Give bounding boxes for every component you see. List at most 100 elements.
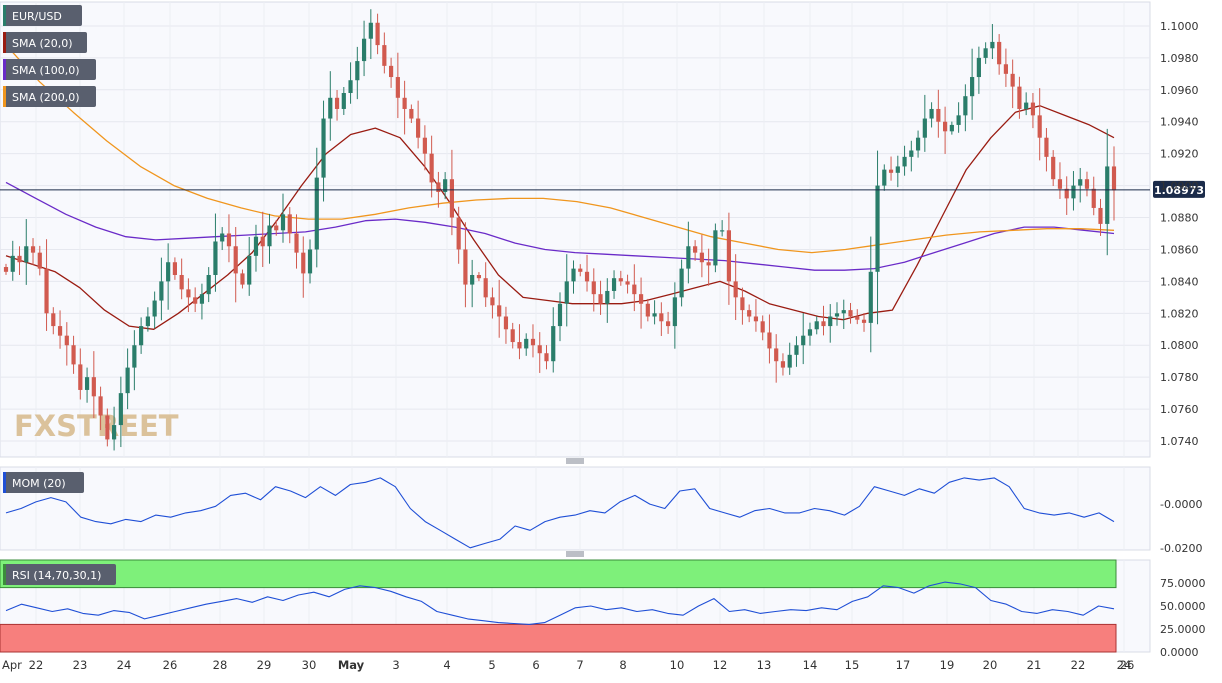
candle-body [1084, 179, 1090, 189]
candle-body [159, 281, 164, 301]
rsi-tick-label: 0.0000 [1160, 646, 1199, 659]
x-tick-label: 28 [213, 658, 228, 672]
x-tick-label: 10 [670, 658, 685, 672]
candle-body [341, 93, 346, 109]
candle-body [125, 367, 130, 394]
x-tick-label: 3 [392, 658, 399, 672]
candle-body [193, 297, 198, 304]
candle-body [821, 321, 826, 327]
candle-body [713, 230, 718, 266]
candle-body [409, 108, 414, 119]
x-tick-label: 24 [117, 658, 132, 672]
candle-body [922, 118, 927, 138]
x-tick-label: 17 [896, 658, 911, 672]
candle-body [963, 96, 968, 116]
rsi-tick-label: 75.0000 [1160, 577, 1206, 590]
candle-body [166, 262, 171, 282]
legend-label: SMA (20,0) [12, 37, 73, 50]
candle-body [625, 281, 630, 285]
candle-body [186, 289, 191, 298]
legend-color-swatch [3, 5, 6, 26]
candle-body [598, 294, 603, 304]
gridlines [0, 2, 1150, 652]
candle-body [1098, 207, 1103, 224]
candle-body [909, 150, 914, 157]
candle-body [1017, 86, 1022, 109]
panel-resize-handle[interactable] [566, 458, 584, 464]
candle-body [172, 262, 177, 275]
candle-body [240, 273, 245, 285]
legend-label: SMA (200,0) [12, 91, 80, 104]
candle-body [280, 214, 286, 231]
candle-body [780, 361, 786, 368]
candle-body [895, 166, 900, 173]
candle-body [915, 137, 921, 151]
candle-body [307, 249, 313, 274]
mom-legend-label: MOM (20) [12, 477, 66, 490]
candle-body [787, 354, 792, 368]
candle-body [402, 97, 407, 109]
x-tick-label: 29 [257, 658, 272, 672]
candle-body [693, 246, 698, 253]
candle-body [605, 290, 610, 304]
candle-body [253, 236, 259, 256]
rsi-overbought-zone [0, 559, 1117, 589]
candle-body [476, 275, 482, 279]
candle-body [767, 332, 772, 349]
x-tick-label: 22 [1071, 658, 1086, 672]
candle-body [213, 241, 218, 275]
candle-body [814, 321, 819, 330]
rsi-zones [0, 559, 1117, 653]
price-tick-label: 1.0980 [1160, 52, 1199, 65]
rsi-oversold-zone [0, 623, 1117, 653]
candle-body [672, 297, 677, 327]
candle-body [78, 364, 83, 390]
x-tick-label: 26 [163, 658, 178, 672]
candle-body [571, 268, 576, 282]
candle-body [71, 345, 76, 365]
candle-body [220, 233, 225, 242]
watermark-text: FXSTREET [14, 409, 179, 443]
candle-body [274, 225, 279, 231]
legend-box [3, 86, 96, 107]
candle-body [429, 153, 434, 183]
panel-resize-handles[interactable] [566, 458, 584, 557]
candle-body [956, 115, 961, 125]
watermark: FXSTREET [14, 409, 179, 443]
x-tick-label: May [338, 658, 365, 672]
rsi-tick-label: 25.0000 [1160, 623, 1206, 636]
price-tick-label: 1.0820 [1160, 307, 1199, 320]
candle-body [537, 345, 542, 354]
candle-body [645, 303, 650, 317]
candle-body [375, 22, 380, 46]
candle-body [355, 61, 360, 81]
x-tick-label: 14 [803, 658, 818, 672]
legend-color-swatch [3, 472, 6, 493]
x-tick-label: 15 [845, 658, 860, 672]
x-tick-label: Apr [2, 658, 22, 672]
candle-body [828, 316, 833, 327]
candle-body [57, 326, 63, 336]
candle-body [1010, 73, 1015, 87]
candle-body [321, 118, 326, 178]
candle-body [524, 338, 529, 349]
candle-body [226, 233, 232, 247]
last-price-line: 1.08973 [0, 180, 1205, 198]
candle-body [199, 294, 205, 304]
candle-body [368, 22, 373, 39]
candle-body [666, 321, 671, 327]
x-tick-label: 8 [619, 658, 626, 672]
panel-resize-handle[interactable] [566, 551, 584, 557]
candle-body [517, 342, 522, 349]
candle-body [882, 169, 887, 186]
candle-body [395, 77, 400, 98]
mom-tick-label: -0.0200 [1160, 542, 1202, 555]
candle-body [618, 278, 623, 282]
candle-body [551, 326, 556, 362]
candle-body [1111, 166, 1117, 191]
sma200-line [5, 44, 1115, 254]
candle-body [1057, 179, 1063, 189]
axis-labels: 1.10001.09801.09601.09401.09201.09001.08… [2, 20, 1206, 672]
